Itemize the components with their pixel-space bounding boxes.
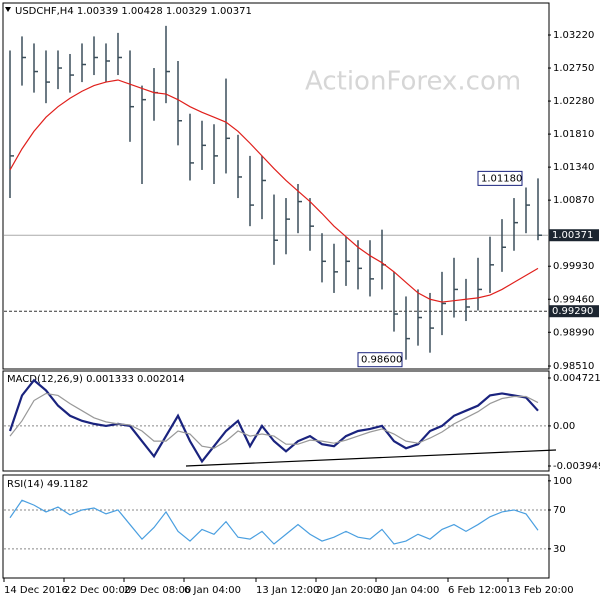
y-tick-label: 0.99930: [553, 261, 594, 272]
indicator-line: [9, 392, 539, 449]
y-tick-label: 1.01340: [553, 162, 594, 173]
x-tick-label: 30 Jan 04:00: [376, 585, 439, 596]
y-tick-label: 1.01810: [553, 129, 594, 140]
x-tick-label: 13 Jan 12:00: [256, 585, 319, 596]
x-tick-label: 20 Jan 20:00: [316, 585, 379, 596]
level-label: 1.00371: [552, 230, 593, 241]
y-tick-label: 0.99460: [553, 294, 594, 305]
y-tick-label: -0.003949: [553, 461, 600, 472]
annotation-box: [357, 352, 403, 368]
annotation-label: 0.98600: [361, 355, 402, 366]
rsi-frame: [2, 474, 550, 579]
y-tick-label: 0.98990: [553, 327, 594, 338]
annotation-label: 1.01180: [481, 173, 522, 184]
annotation-box: [477, 170, 523, 186]
level-box: [549, 229, 599, 242]
menu-arrow: [5, 7, 11, 12]
x-tick-label: 6 Feb 12:00: [448, 585, 507, 596]
x-tick-label: 22 Dec 00:00: [64, 585, 131, 596]
level-label: 0.99290: [552, 306, 593, 317]
y-tick-label: 1.03220: [553, 30, 594, 41]
moving-average: [9, 79, 539, 303]
y-tick-label: 100: [553, 476, 572, 487]
macd-frame: [2, 370, 550, 472]
y-tick-label: 70: [553, 505, 566, 516]
indicator-line: [8, 378, 539, 464]
level-box: [549, 305, 599, 318]
macd-title: MACD(12,26,9) 0.001333 0.002014: [7, 374, 185, 385]
y-tick-label: 30: [553, 544, 566, 555]
x-tick-label: 6 Jan 04:00: [184, 585, 241, 596]
rsi-title: RSI(14) 49.1182: [7, 479, 88, 490]
x-tick-label: 29 Dec 08:00: [124, 585, 191, 596]
y-tick-label: 1.02280: [553, 96, 594, 107]
trendline: [185, 449, 557, 467]
y-tick-label: 1.00870: [553, 195, 594, 206]
price-frame: [2, 2, 550, 370]
indicator-line: [9, 499, 539, 545]
watermark: ActionForex.com: [305, 67, 521, 97]
y-tick-label: 0.00: [553, 421, 575, 432]
y-tick-label: 1.02750: [553, 63, 594, 74]
x-tick-label: 14 Dec 2016: [4, 585, 68, 596]
x-tick-label: 13 Feb 20:00: [508, 585, 574, 596]
price-title: USDCHF,H4 1.00339 1.00428 1.00329 1.0037…: [15, 6, 252, 17]
y-tick-label: 0.98510: [553, 361, 594, 372]
y-tick-label: 0.004721: [553, 373, 600, 384]
